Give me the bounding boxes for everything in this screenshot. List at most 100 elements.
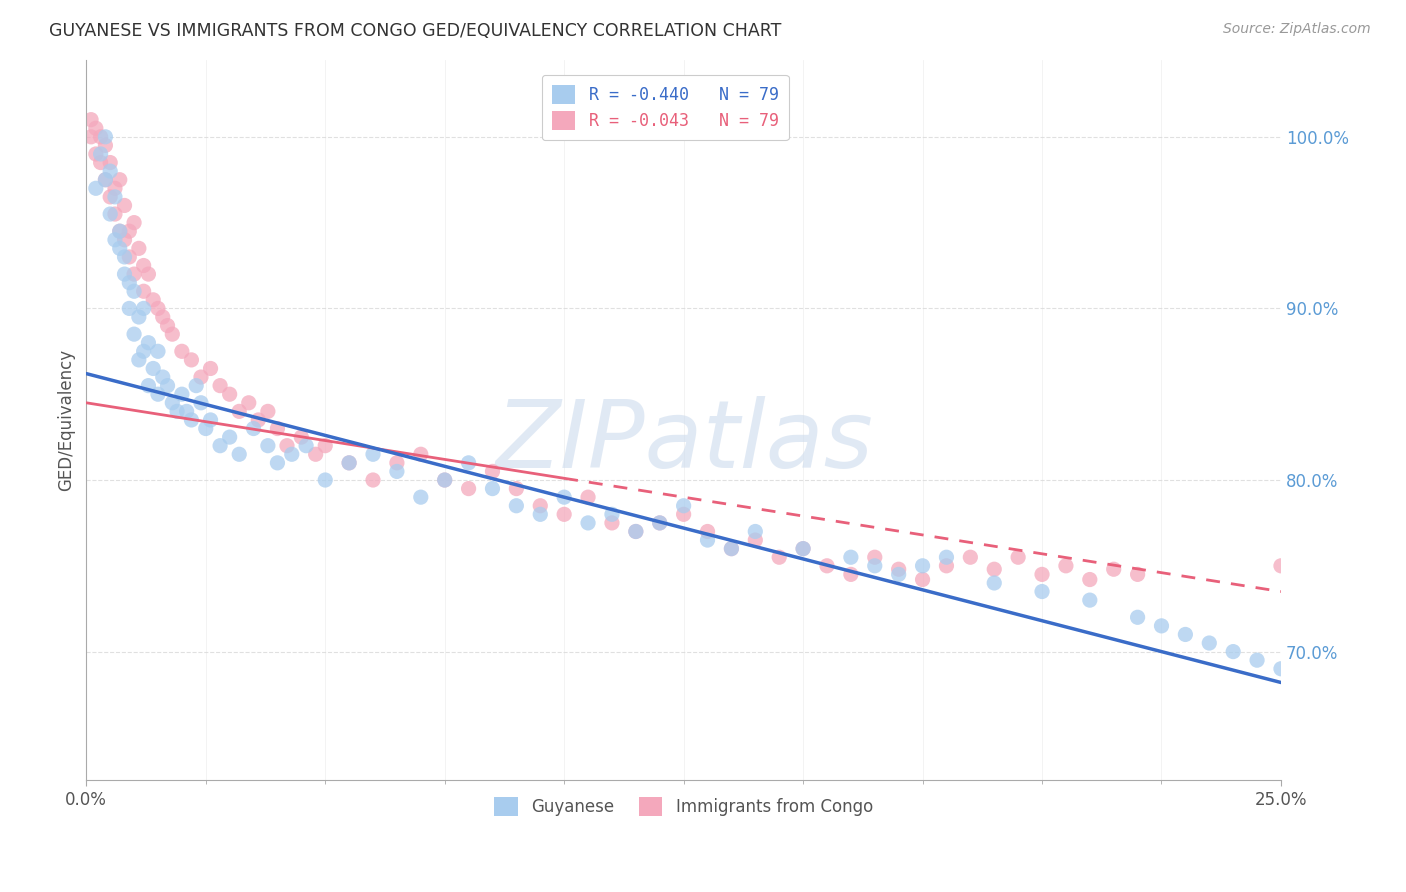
Point — [242, 421, 264, 435]
Text: ZIPatlas: ZIPatlas — [495, 396, 873, 487]
Point — [481, 482, 503, 496]
Point — [672, 499, 695, 513]
Point — [1126, 567, 1149, 582]
Point — [247, 413, 270, 427]
Point — [863, 550, 886, 565]
Point — [361, 473, 384, 487]
Point — [1270, 558, 1292, 573]
Point — [98, 190, 121, 204]
Point — [104, 233, 127, 247]
Text: Source: ZipAtlas.com: Source: ZipAtlas.com — [1223, 22, 1371, 37]
Point — [138, 267, 160, 281]
Point — [744, 524, 766, 539]
Point — [863, 558, 886, 573]
Point — [648, 516, 671, 530]
Point — [170, 387, 193, 401]
Point — [792, 541, 814, 556]
Point — [257, 404, 280, 418]
Point — [1198, 636, 1220, 650]
Point — [218, 430, 240, 444]
Point — [959, 550, 981, 565]
Point — [276, 439, 298, 453]
Point — [433, 473, 456, 487]
Point — [190, 396, 212, 410]
Point — [768, 550, 790, 565]
Point — [118, 301, 141, 316]
Point — [1078, 573, 1101, 587]
Point — [104, 207, 127, 221]
Point — [152, 310, 174, 324]
Point — [281, 447, 304, 461]
Point — [1126, 610, 1149, 624]
Point — [138, 378, 160, 392]
Point — [209, 378, 232, 392]
Point — [132, 301, 155, 316]
Point — [672, 508, 695, 522]
Point — [162, 396, 184, 410]
Point — [114, 198, 136, 212]
Point — [218, 387, 240, 401]
Point — [481, 465, 503, 479]
Point — [337, 456, 360, 470]
Point — [1246, 653, 1268, 667]
Point — [98, 164, 121, 178]
Point — [505, 482, 527, 496]
Point — [94, 129, 117, 144]
Point — [314, 439, 336, 453]
Point — [114, 233, 136, 247]
Point — [108, 224, 131, 238]
Point — [94, 172, 117, 186]
Point — [90, 155, 112, 169]
Point — [576, 490, 599, 504]
Point — [180, 352, 202, 367]
Point — [118, 250, 141, 264]
Point — [94, 172, 117, 186]
Point — [122, 267, 145, 281]
Point — [132, 259, 155, 273]
Point — [190, 370, 212, 384]
Point — [156, 378, 179, 392]
Point — [720, 541, 742, 556]
Point — [146, 344, 169, 359]
Point — [90, 129, 112, 144]
Point — [138, 335, 160, 350]
Point — [122, 285, 145, 299]
Point — [104, 181, 127, 195]
Point — [84, 147, 107, 161]
Point — [935, 550, 957, 565]
Point — [180, 413, 202, 427]
Point — [911, 558, 934, 573]
Point — [983, 576, 1005, 591]
Point — [505, 499, 527, 513]
Point — [839, 567, 862, 582]
Point — [266, 456, 288, 470]
Point — [337, 456, 360, 470]
Point — [200, 361, 222, 376]
Point — [1031, 584, 1053, 599]
Point — [720, 541, 742, 556]
Point — [1270, 662, 1292, 676]
Point — [529, 508, 551, 522]
Point — [132, 285, 155, 299]
Point — [624, 524, 647, 539]
Point — [257, 439, 280, 453]
Point — [409, 447, 432, 461]
Point — [238, 396, 260, 410]
Point — [166, 404, 188, 418]
Text: GUYANESE VS IMMIGRANTS FROM CONGO GED/EQUIVALENCY CORRELATION CHART: GUYANESE VS IMMIGRANTS FROM CONGO GED/EQ… — [49, 22, 782, 40]
Point — [529, 499, 551, 513]
Point — [553, 490, 575, 504]
Point — [792, 541, 814, 556]
Point — [128, 310, 150, 324]
Point — [935, 558, 957, 573]
Point — [228, 447, 250, 461]
Point — [1150, 619, 1173, 633]
Point — [433, 473, 456, 487]
Point — [648, 516, 671, 530]
Point — [194, 421, 217, 435]
Point — [361, 447, 384, 461]
Point — [624, 524, 647, 539]
Point — [146, 301, 169, 316]
Point — [162, 327, 184, 342]
Point — [152, 370, 174, 384]
